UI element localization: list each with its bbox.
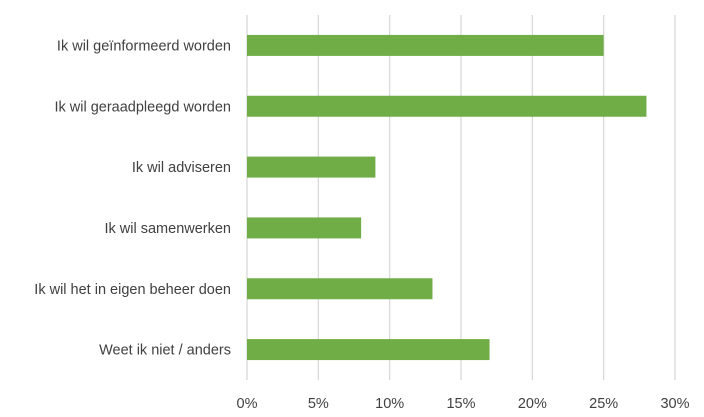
category-label: Ik wil adviseren bbox=[132, 160, 231, 176]
category-label: Ik wil het in eigen beheer doen bbox=[34, 282, 231, 298]
gridlines bbox=[246, 15, 676, 380]
x-tick-label: 10% bbox=[375, 396, 404, 412]
category-label: Ik wil geraadpleegd worden bbox=[54, 99, 231, 115]
bar bbox=[247, 339, 490, 361]
x-tick-label: 5% bbox=[308, 396, 329, 412]
x-tick-label: 25% bbox=[589, 396, 618, 412]
x-tick-label: 15% bbox=[446, 396, 475, 412]
x-tick-labels: 0% 5% 10% 15% 20% 25% 30% bbox=[237, 396, 690, 412]
x-tick-label: 0% bbox=[237, 396, 258, 412]
x-tick-label: 30% bbox=[660, 396, 689, 412]
category-label: Ik wil samenwerken bbox=[104, 221, 231, 237]
category-labels: Ik wil geïnformeerd worden Ik wil geraadp… bbox=[34, 38, 231, 358]
bars bbox=[247, 34, 647, 361]
bar bbox=[247, 278, 433, 300]
category-label: Weet ik niet / anders bbox=[99, 343, 231, 359]
bar bbox=[247, 34, 604, 56]
x-tick-label: 20% bbox=[518, 396, 547, 412]
bar bbox=[247, 95, 647, 117]
bar bbox=[247, 217, 362, 239]
category-label: Ik wil geïnformeerd worden bbox=[57, 38, 231, 54]
bar bbox=[247, 156, 376, 178]
